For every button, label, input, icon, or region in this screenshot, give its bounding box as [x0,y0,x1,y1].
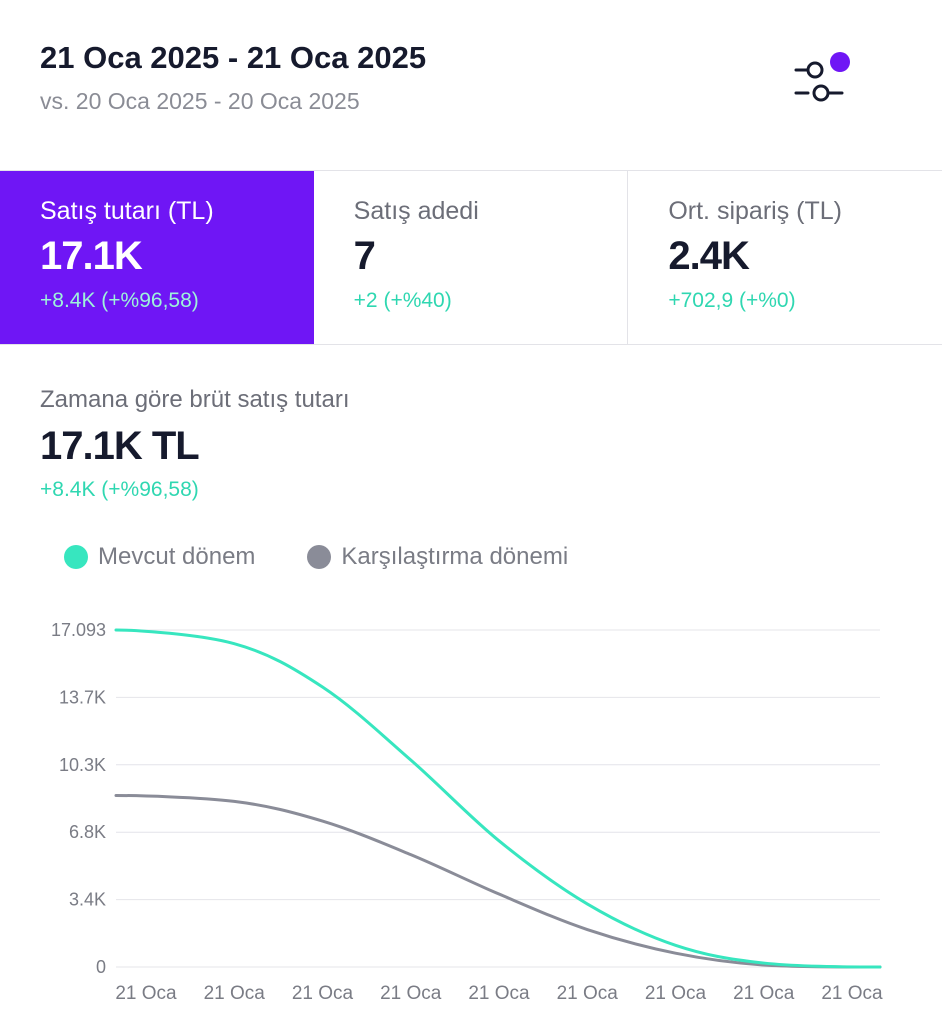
y-tick-label: 17.093 [51,620,106,640]
y-tick-label: 0 [96,957,106,977]
stat-tab-avg-order[interactable]: Ort. sipariş (TL) 2.4K +702,9 (+%0) [628,171,942,344]
stat-label: Satış tutarı (TL) [40,197,214,225]
x-tick-label: 21 Oca [292,983,354,1004]
legend-dot-icon [64,545,88,569]
chart-total: 17.1K TL [40,424,200,468]
stat-delta: +702,9 (+%0) [668,289,796,312]
stat-value: 7 [353,234,376,278]
x-tick-label: 21 Oca [733,983,795,1004]
compare-range-subtitle: vs. 20 Oca 2025 - 20 Oca 2025 [40,88,360,114]
legend-label: Karşılaştırma dönemi [341,543,569,570]
stat-label: Ort. sipariş (TL) [668,197,842,225]
y-tick-label: 3.4K [69,890,106,910]
x-tick-label: 21 Oca [645,983,707,1004]
series-line-comparison [114,793,882,969]
y-tick-label: 10.3K [59,755,106,775]
x-tick-label: 21 Oca [468,983,530,1004]
legend-label: Mevcut dönem [98,543,256,570]
stat-delta: +8.4K (+%96,58) [40,289,199,312]
legend-item-current[interactable]: Mevcut dönem [64,543,255,571]
stat-value: 2.4K [668,234,749,278]
y-tick-label: 6.8K [69,822,106,842]
chart-title: Zamana göre brüt satış tutarı [40,386,350,413]
date-range-title: 21 Oca 2025 - 21 Oca 2025 [40,40,427,75]
x-tick-label: 21 Oca [380,983,442,1004]
series-line-current [114,628,882,969]
stats-tabs: Satış tutarı (TL) 17.1K +8.4K (+%96,58) … [0,170,942,345]
legend-item-comparison[interactable]: Karşılaştırma dönemi [307,543,568,571]
sliders-icon [794,52,850,102]
stat-tab-sales-amount[interactable]: Satış tutarı (TL) 17.1K +8.4K (+%96,58) [0,171,314,344]
stat-label: Satış adedi [353,197,479,225]
chart-legend: Mevcut dönem Karşılaştırma dönemi [64,543,620,571]
x-tick-label: 21 Oca [821,983,883,1004]
filter-active-dot [830,52,850,72]
filter-button[interactable] [788,46,854,110]
stat-value: 17.1K [40,234,143,278]
x-tick-label: 21 Oca [115,983,177,1004]
stat-delta: +2 (+%40) [353,289,452,312]
sales-line-chart: 0 3.4K 6.8K 10.3K 13.7K 17.093 21 Oca 21 Oca 21 … [51,620,883,1004]
x-tick-label: 21 Oca [557,983,619,1004]
stat-tab-sales-count[interactable]: Satış adedi 7 +2 (+%40) [314,171,629,344]
legend-dot-icon [307,545,332,569]
chart-delta: +8.4K (+%96,58) [40,478,199,501]
y-tick-label: 13.7K [59,687,106,707]
x-tick-label: 21 Oca [204,983,266,1004]
